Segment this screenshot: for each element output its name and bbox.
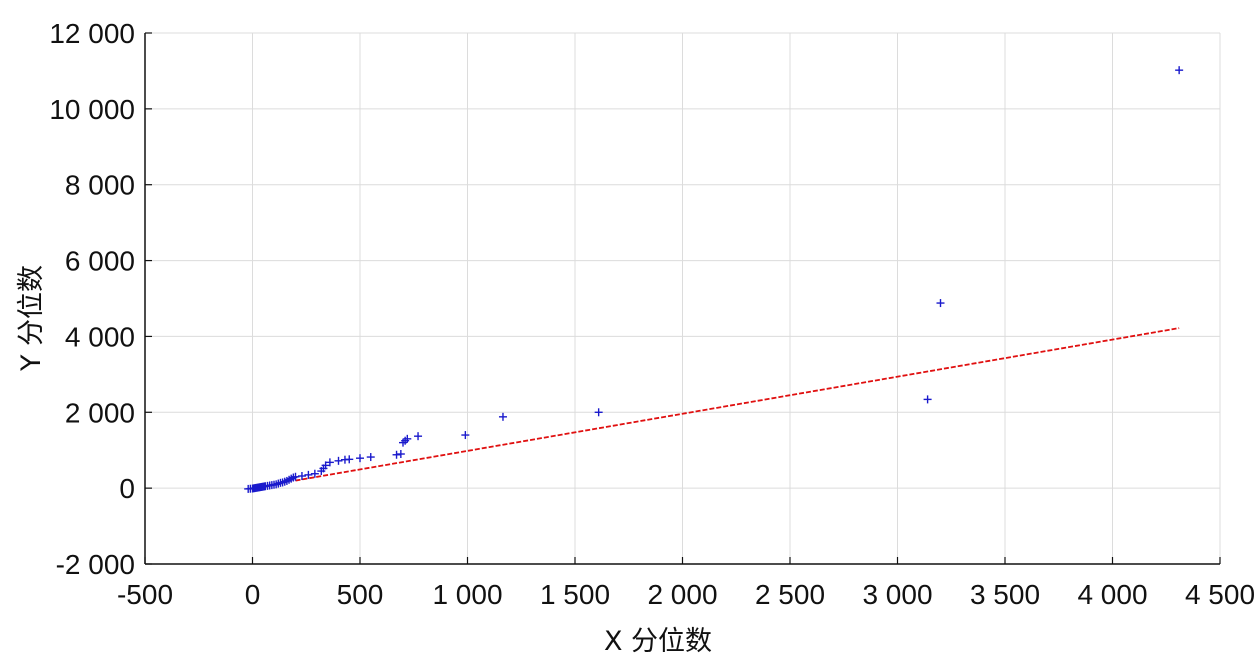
y-tick-label: 10 000 xyxy=(49,94,135,125)
data-point xyxy=(356,454,364,463)
data-point xyxy=(498,412,507,421)
y-axis-label: Y 分位数 xyxy=(16,265,47,372)
y-tick-label: -2 000 xyxy=(56,549,135,580)
data-point xyxy=(366,453,375,462)
y-tick-label: 2 000 xyxy=(65,397,135,428)
x-tick-label: 2 500 xyxy=(755,579,825,610)
x-tick-label: 3 000 xyxy=(862,579,932,610)
x-tick-label: 4 500 xyxy=(1185,579,1255,610)
data-point xyxy=(310,469,319,478)
x-tick-label: 1 500 xyxy=(540,579,610,610)
x-tick-label: 500 xyxy=(337,579,384,610)
data-point xyxy=(304,470,313,479)
data-point xyxy=(325,458,334,467)
data-point xyxy=(1175,66,1184,75)
data-point xyxy=(414,432,423,441)
x-tick-label: 2 000 xyxy=(647,579,717,610)
x-tick-label: 3 500 xyxy=(970,579,1040,610)
data-point xyxy=(321,461,330,470)
x-tick-label: -500 xyxy=(117,579,173,610)
data-point xyxy=(594,408,603,417)
x-axis-label: X 分位数 xyxy=(604,626,712,657)
data-point xyxy=(396,450,405,459)
axes xyxy=(144,32,1221,565)
data-point xyxy=(392,450,401,459)
data-point xyxy=(936,299,945,308)
data-point xyxy=(291,472,300,481)
y-tick-label: 12 000 xyxy=(49,18,135,49)
data-point xyxy=(297,472,306,481)
reference-line-group xyxy=(295,327,1180,482)
data-points xyxy=(244,66,1184,493)
data-point xyxy=(334,456,343,465)
data-point xyxy=(923,395,932,404)
data-point xyxy=(345,455,354,464)
x-tick-label: 1 000 xyxy=(432,579,502,610)
y-tick-label: 6 000 xyxy=(65,246,135,277)
y-tick-label: 8 000 xyxy=(65,170,135,201)
x-tick-label: 4 000 xyxy=(1077,579,1147,610)
tick-labels: -500 0 500 1 000 1 500 2 000 2 500 3 000 3 500 4 … xyxy=(49,18,1255,610)
data-point xyxy=(403,434,412,443)
data-point xyxy=(461,431,470,440)
y-tick-label: 0 xyxy=(119,473,135,504)
y-tick-label: 4 000 xyxy=(65,321,135,352)
grid xyxy=(144,32,1221,565)
reference-line xyxy=(295,327,1180,482)
x-tick-label: 0 xyxy=(245,579,261,610)
